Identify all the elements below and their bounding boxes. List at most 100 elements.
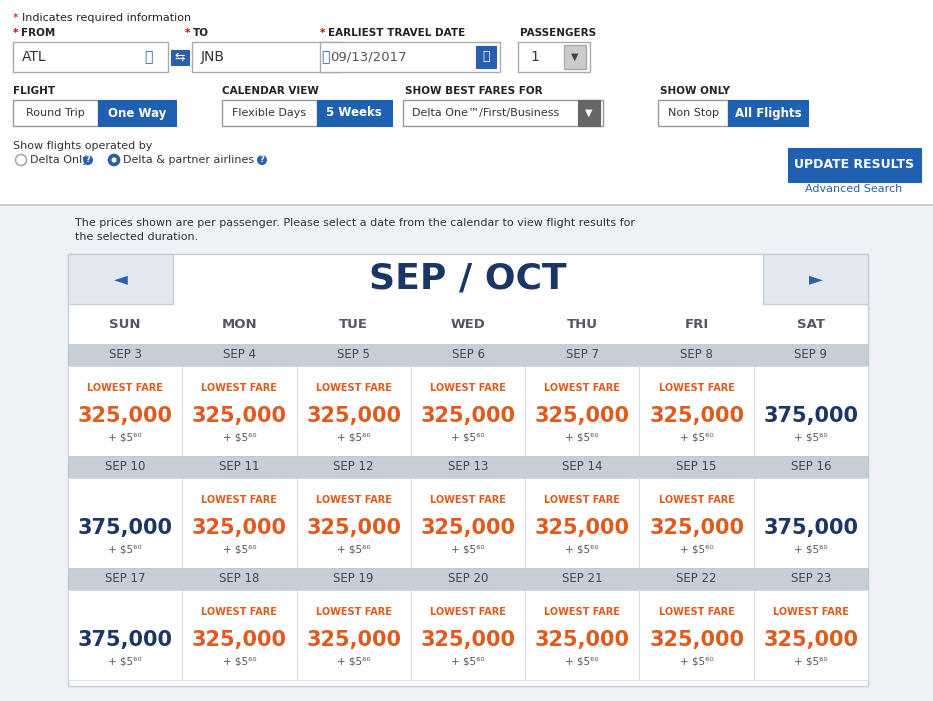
Text: LOWEST FARE: LOWEST FARE	[202, 495, 277, 505]
Text: THU: THU	[566, 318, 598, 330]
Text: TUE: TUE	[340, 318, 369, 330]
Text: Flexible Days: Flexible Days	[232, 108, 306, 118]
Text: SEP 10: SEP 10	[104, 461, 146, 473]
Text: 325,000: 325,000	[421, 518, 516, 538]
Text: + $5⁶⁰: + $5⁶⁰	[337, 545, 370, 555]
Text: Delta & partner airlines: Delta & partner airlines	[123, 155, 254, 165]
Bar	[0, 0, 933, 205]
Text: LOWEST FARE: LOWEST FARE	[315, 495, 392, 505]
Text: SEP 22: SEP 22	[676, 573, 717, 585]
Text: LOWEST FARE: LOWEST FARE	[430, 383, 506, 393]
Text: SEP 3: SEP 3	[109, 348, 142, 362]
Text: LOWEST FARE: LOWEST FARE	[87, 383, 163, 393]
Circle shape	[257, 155, 267, 165]
Text: ▼: ▼	[585, 108, 592, 118]
Text: SEP 20: SEP 20	[448, 573, 488, 585]
Text: + $5⁶⁰: + $5⁶⁰	[565, 433, 599, 443]
Text: SEP 13: SEP 13	[448, 461, 488, 473]
Text: 325,000: 325,000	[306, 518, 401, 538]
Bar	[754, 590, 868, 680]
Text: SEP 5: SEP 5	[337, 348, 370, 362]
Text: JNB: JNB	[201, 50, 225, 64]
Text: SEP 8: SEP 8	[680, 348, 713, 362]
Text: LOWEST FARE: LOWEST FARE	[659, 495, 734, 505]
Text: All Flights: All Flights	[734, 107, 801, 119]
Text: + $5⁶⁰: + $5⁶⁰	[108, 433, 142, 443]
Text: the selected duration.: the selected duration.	[75, 232, 198, 242]
Text: LOWEST FARE: LOWEST FARE	[544, 607, 620, 617]
Text: SEP 15: SEP 15	[676, 461, 717, 473]
Text: Round Trip: Round Trip	[25, 108, 84, 118]
Text: 325,000: 325,000	[535, 518, 630, 538]
Bar	[297, 590, 411, 680]
Text: + $5⁶⁰: + $5⁶⁰	[680, 433, 714, 443]
Bar	[68, 366, 182, 456]
Text: Non Stop: Non Stop	[667, 108, 718, 118]
Text: LOWEST FARE: LOWEST FARE	[773, 607, 849, 617]
Bar	[728, 100, 808, 126]
Bar	[525, 366, 639, 456]
Text: + $5⁶⁰: + $5⁶⁰	[794, 545, 828, 555]
Bar	[411, 590, 525, 680]
Text: + $5⁶⁰: + $5⁶⁰	[223, 545, 257, 555]
Bar	[476, 46, 496, 68]
Bar	[564, 45, 586, 69]
Text: LOWEST FARE: LOWEST FARE	[430, 607, 506, 617]
Text: The prices shown are per passenger. Please select a date from the calendar to vi: The prices shown are per passenger. Plea…	[75, 218, 635, 228]
Bar	[0, 205, 933, 701]
Circle shape	[108, 154, 119, 165]
Text: + $5⁶⁰: + $5⁶⁰	[452, 545, 485, 555]
Text: + $5⁶⁰: + $5⁶⁰	[223, 657, 257, 667]
Text: LOWEST FARE: LOWEST FARE	[315, 607, 392, 617]
Bar	[518, 42, 590, 72]
Text: UPDATE RESULTS: UPDATE RESULTS	[794, 158, 914, 172]
Bar	[297, 478, 411, 568]
Text: + $5⁶⁰: + $5⁶⁰	[108, 657, 142, 667]
Text: ►: ►	[809, 270, 822, 288]
Text: SEP 19: SEP 19	[333, 573, 374, 585]
Text: 09/13/2017: 09/13/2017	[330, 50, 407, 64]
Text: CALENDAR VIEW: CALENDAR VIEW	[222, 86, 319, 96]
Text: Indicates required information: Indicates required information	[22, 13, 191, 23]
Text: 375,000: 375,000	[77, 518, 173, 538]
Text: ATL: ATL	[22, 50, 47, 64]
Text: SEP 16: SEP 16	[790, 461, 831, 473]
Bar	[182, 366, 297, 456]
Text: Delta One™/First/Business: Delta One™/First/Business	[412, 108, 559, 118]
Text: FLIGHT: FLIGHT	[13, 86, 55, 96]
Text: *: *	[13, 28, 22, 38]
Text: 375,000: 375,000	[77, 630, 173, 650]
Bar	[0, 204, 933, 205]
Text: 325,000: 325,000	[421, 406, 516, 426]
Text: ?: ?	[86, 156, 91, 165]
Text: LOWEST FARE: LOWEST FARE	[202, 383, 277, 393]
Text: + $5⁶⁰: + $5⁶⁰	[680, 545, 714, 555]
Bar	[763, 254, 868, 304]
Text: ⇆: ⇆	[174, 50, 186, 64]
Text: 325,000: 325,000	[649, 630, 745, 650]
Bar	[403, 100, 603, 126]
Text: + $5⁶⁰: + $5⁶⁰	[108, 545, 142, 555]
Bar	[68, 590, 182, 680]
Text: Delta Only: Delta Only	[30, 155, 89, 165]
Text: LOWEST FARE: LOWEST FARE	[315, 383, 392, 393]
Text: 5 Weeks: 5 Weeks	[327, 107, 382, 119]
Bar	[788, 148, 921, 182]
Bar	[182, 590, 297, 680]
Text: FRI: FRI	[685, 318, 709, 330]
Text: ?: ?	[259, 156, 264, 165]
Text: + $5⁶⁰: + $5⁶⁰	[565, 545, 599, 555]
Bar	[320, 42, 500, 72]
Text: LOWEST FARE: LOWEST FARE	[659, 383, 734, 393]
Text: PASSENGERS: PASSENGERS	[520, 28, 596, 38]
Bar	[13, 42, 168, 72]
Text: *: *	[13, 13, 22, 23]
Text: 325,000: 325,000	[649, 406, 745, 426]
Text: + $5⁶⁰: + $5⁶⁰	[565, 657, 599, 667]
Text: 325,000: 325,000	[763, 630, 858, 650]
Bar	[13, 100, 98, 126]
Bar	[658, 100, 728, 126]
Text: + $5⁶⁰: + $5⁶⁰	[680, 657, 714, 667]
Text: One Way: One Way	[108, 107, 166, 119]
Text: 325,000: 325,000	[192, 518, 287, 538]
